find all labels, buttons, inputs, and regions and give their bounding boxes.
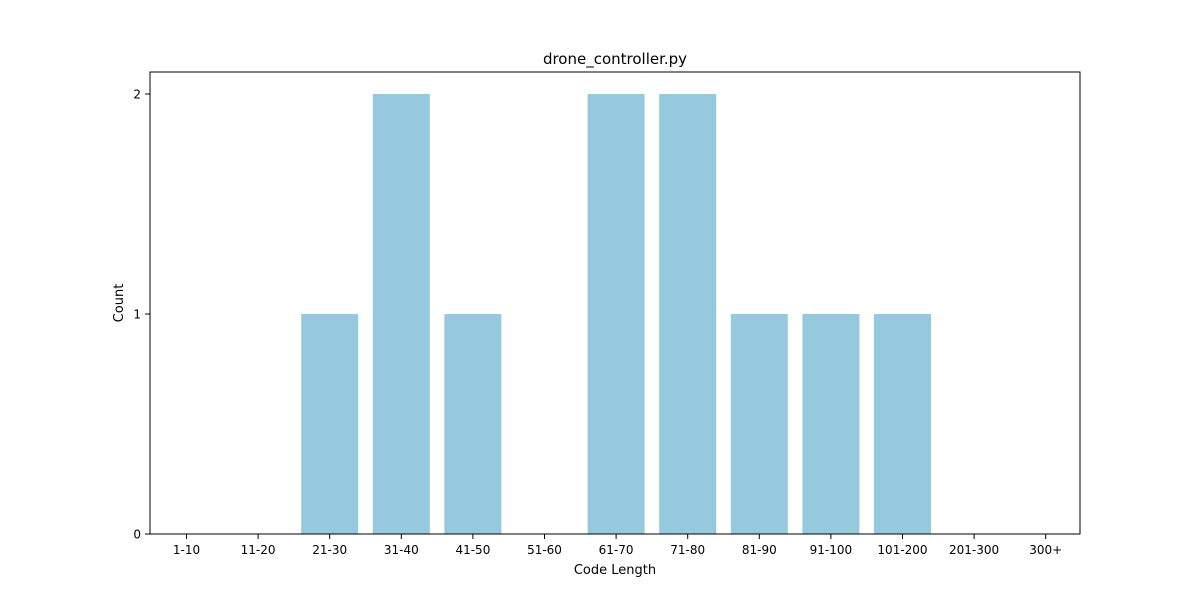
x-axis-ticks: 1-10 11-20 21-30 31-40 41-50 51-60 61-70 71-80 8… xyxy=(173,534,1062,557)
x-tick-label: 21-30 xyxy=(312,543,347,557)
plot-frame xyxy=(149,71,1081,535)
y-tick-label: 2 xyxy=(133,88,141,102)
y-axis-ticks: 0 1 2 xyxy=(133,88,150,542)
bar-101-200 xyxy=(874,314,931,534)
x-tick-label: 201-300 xyxy=(949,543,999,557)
bar-61-70 xyxy=(587,94,645,534)
y-tick-label: 1 xyxy=(133,308,141,322)
x-tick-label: 81-90 xyxy=(742,543,777,557)
bar-91-100 xyxy=(802,314,860,534)
bar-81-90 xyxy=(730,314,788,534)
x-tick-label: 11-20 xyxy=(241,543,276,557)
x-tick-label: 61-70 xyxy=(599,543,634,557)
x-tick-label: 300+ xyxy=(1029,543,1062,557)
x-axis-label: Code Length xyxy=(574,563,656,578)
x-tick-label: 101-200 xyxy=(877,543,927,557)
chart-title: drone_controller.py xyxy=(543,50,687,69)
bar-71-80 xyxy=(659,94,717,534)
x-tick-label: 41-50 xyxy=(455,543,490,557)
bar-31-40 xyxy=(372,94,430,534)
x-tick-label: 51-60 xyxy=(527,543,562,557)
x-tick-label: 1-10 xyxy=(173,543,200,557)
bar-group xyxy=(301,94,931,534)
bar-21-30 xyxy=(301,314,359,534)
bar-41-50 xyxy=(444,314,502,534)
y-tick-label: 0 xyxy=(133,528,141,542)
x-tick-label: 31-40 xyxy=(384,543,419,557)
x-tick-label: 91-100 xyxy=(810,543,853,557)
x-tick-label: 71-80 xyxy=(670,543,705,557)
y-axis-label: Count xyxy=(112,284,127,323)
